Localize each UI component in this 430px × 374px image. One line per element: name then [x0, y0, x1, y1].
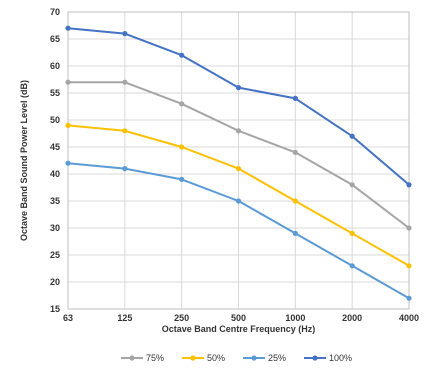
legend-item: 25% — [243, 353, 286, 363]
data-point — [235, 166, 242, 172]
data-point — [235, 128, 242, 134]
data-point — [406, 263, 412, 269]
x-tick-label: 250 — [174, 313, 189, 323]
data-point — [349, 263, 355, 269]
legend-label: 75% — [146, 353, 164, 363]
y-tick-label: 55 — [50, 88, 60, 98]
series-75-pct — [65, 79, 412, 231]
x-tick-label: 2000 — [342, 313, 362, 323]
y-tick-label: 45 — [50, 142, 60, 152]
legend-swatch-marker — [312, 355, 318, 361]
plot-area — [67, 11, 410, 310]
legend-swatch-marker — [190, 355, 196, 361]
data-point — [122, 128, 128, 134]
data-point — [235, 198, 242, 204]
legend: 75% 50% 25% 100% — [121, 353, 352, 363]
y-tick-label: 40 — [50, 169, 60, 179]
data-point — [179, 176, 185, 182]
x-tick-label: 125 — [117, 313, 132, 323]
data-point — [65, 160, 71, 166]
series-25-pct — [65, 160, 412, 301]
data-point — [292, 95, 298, 101]
data-point — [349, 230, 355, 236]
grid-lines — [67, 11, 410, 310]
y-tick-label: 35 — [50, 196, 60, 206]
data-point — [122, 30, 128, 37]
y-tick-label: 50 — [50, 115, 60, 125]
data-point — [235, 85, 242, 91]
y-tick-label: 25 — [50, 250, 60, 260]
data-point — [179, 144, 185, 150]
data-point — [179, 52, 185, 58]
data-point — [179, 101, 185, 107]
legend-swatch-marker — [251, 355, 257, 361]
x-tick-label: 63 — [63, 313, 73, 323]
y-axis-title: Octave Band Sound Power Level (dB) — [19, 80, 29, 241]
data-point — [65, 122, 71, 128]
series-50-pct — [65, 122, 412, 269]
x-tick-label: 1000 — [285, 313, 305, 323]
data-point — [65, 25, 71, 31]
data-point — [122, 166, 128, 172]
data-point — [65, 79, 71, 85]
y-tick-label: 65 — [50, 34, 60, 44]
data-series — [65, 25, 412, 301]
y-tick-label: 70 — [50, 7, 60, 17]
y-tick-label: 30 — [50, 223, 60, 233]
data-point — [349, 133, 355, 139]
x-tick-label: 500 — [231, 313, 246, 323]
data-point — [349, 182, 355, 188]
legend-label: 25% — [268, 353, 286, 363]
data-point — [122, 79, 128, 85]
y-tick-label: 60 — [50, 61, 60, 71]
legend-label: 100% — [329, 353, 352, 363]
data-point — [292, 149, 298, 155]
data-point — [406, 295, 412, 301]
data-point — [406, 182, 412, 188]
series-100-pct — [65, 25, 412, 188]
data-point — [292, 230, 298, 236]
y-tick-label: 15 — [50, 304, 60, 314]
x-axis-tick-labels: 63 125 250 500 1000 2000 4000 — [63, 313, 419, 323]
y-axis-tick-labels: 15 20 25 30 35 40 45 50 55 60 65 70 — [50, 7, 60, 314]
data-point — [406, 225, 412, 231]
legend-label: 50% — [207, 353, 225, 363]
legend-item: 75% — [121, 353, 164, 363]
x-axis-title: Octave Band Centre Frequency (Hz) — [162, 324, 316, 334]
legend-swatch-marker — [129, 355, 135, 361]
data-point — [292, 198, 298, 204]
x-tick-label: 4000 — [399, 313, 419, 323]
y-tick-label: 20 — [50, 277, 60, 287]
legend-item: 100% — [304, 353, 352, 363]
legend-item: 50% — [182, 353, 225, 363]
